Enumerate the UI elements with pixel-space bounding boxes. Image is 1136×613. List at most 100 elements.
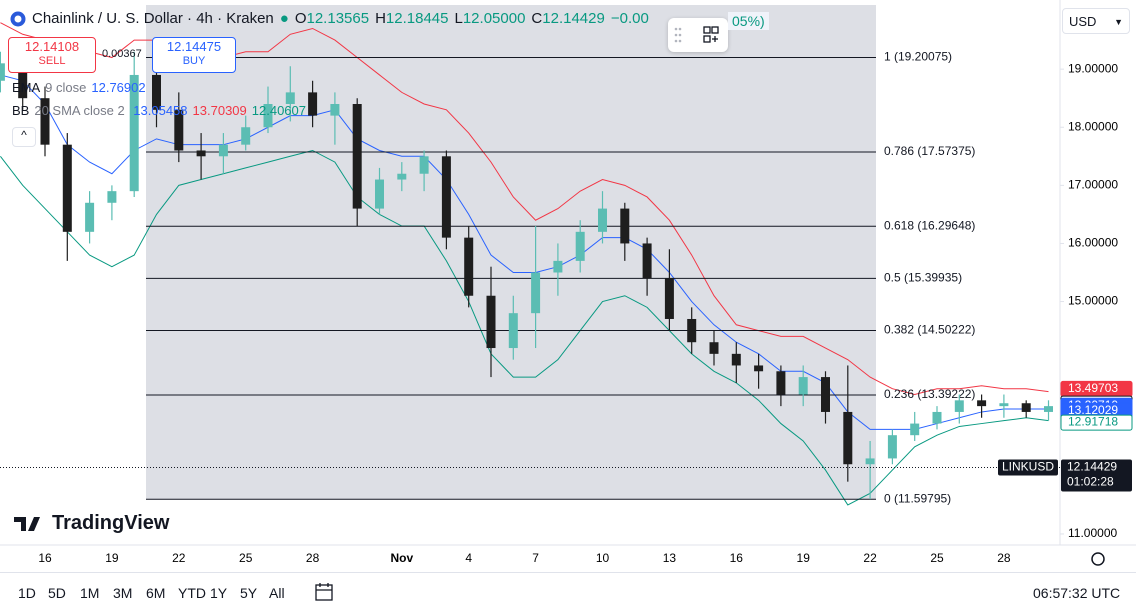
x-tick-label: 22 bbox=[863, 551, 877, 565]
candle-body bbox=[932, 411, 942, 424]
chart: 1 (19.20075) 0.786 (17.57375) 0.618 (16.29… bbox=[0, 0, 1136, 566]
ohlc-item: O12.13565 bbox=[295, 10, 369, 27]
ohlc-key: C bbox=[531, 10, 543, 27]
candle-body bbox=[241, 127, 251, 145]
symbol: Chainlink / U. S. Dollar · 4h · Kraken bbox=[32, 10, 274, 27]
brand-logo bbox=[14, 516, 40, 531]
bb-legend: BB 20 SMA close 2 13.05458 13.70309 12.4060… bbox=[12, 103, 311, 118]
range-button[interactable]: 6M bbox=[146, 585, 166, 601]
y-tick-label: 18.00000 bbox=[1068, 119, 1118, 133]
currency: USD bbox=[1069, 14, 1097, 29]
brand: TradingView bbox=[14, 512, 169, 535]
y-tick-label: 15.00000 bbox=[1068, 294, 1118, 308]
candle-body bbox=[263, 104, 273, 128]
candle-body bbox=[40, 98, 50, 145]
sell-price: 12.14108 bbox=[24, 39, 80, 54]
candle-body bbox=[18, 63, 28, 99]
ohlc-item: L12.05000 bbox=[455, 10, 526, 27]
range-button[interactable]: 1Y bbox=[210, 585, 228, 601]
x-tick-label: 25 bbox=[930, 551, 944, 565]
range-button[interactable]: 1D bbox=[18, 585, 36, 601]
fib-label: 0.382 (14.50222) bbox=[884, 323, 975, 337]
x-tick-label: 28 bbox=[306, 551, 320, 565]
ohlc: O12.13565 H12.18445 L12.05000 C12.14429 bbox=[295, 10, 605, 27]
currency-select[interactable]: USD ▼ bbox=[1062, 8, 1130, 34]
collapse-button[interactable]: ^ bbox=[12, 127, 36, 147]
candle-body bbox=[308, 92, 318, 116]
candle-body bbox=[553, 260, 563, 273]
ohlc-value: 12.18445 bbox=[385, 10, 449, 27]
legend-name: EMA bbox=[12, 80, 41, 95]
buy-label: BUY bbox=[182, 55, 206, 67]
sell-button[interactable]: 12.14108 SELL bbox=[8, 37, 96, 73]
fib-label: 0.786 (17.57375) bbox=[884, 144, 975, 158]
legend-value: 13.70309 bbox=[192, 103, 247, 118]
y-tick-label: 16.00000 bbox=[1068, 236, 1118, 250]
candle-body bbox=[531, 272, 541, 314]
candle-body bbox=[330, 104, 340, 116]
fib-zone bbox=[146, 5, 876, 500]
range-button[interactable]: 1M bbox=[80, 585, 100, 601]
settings-icon[interactable] bbox=[1091, 552, 1105, 566]
range-button[interactable]: 3M bbox=[113, 585, 133, 601]
bb-lower bbox=[0, 149, 1049, 506]
legend-params: 9 close bbox=[45, 80, 87, 95]
header: Chainlink / U. S. Dollar · 4h · Kraken ●… bbox=[10, 10, 649, 27]
x-tick-label: 16 bbox=[730, 551, 744, 565]
symbol-tag bbox=[998, 459, 1058, 476]
candle-body bbox=[642, 243, 652, 279]
fib-label: 0 (11.59795) bbox=[884, 491, 951, 505]
candle-body bbox=[887, 435, 897, 459]
candle-body bbox=[821, 377, 830, 412]
range-button[interactable]: 5Y bbox=[240, 585, 258, 601]
status-dot: ● bbox=[279, 10, 289, 27]
ohlc-key: L bbox=[454, 10, 463, 27]
bottom-toolbar: 06:57:32 UTC 1D 5D 1M 3M 6M YTD 1Y 5Y All bbox=[0, 572, 1136, 613]
range-button[interactable]: YTD bbox=[178, 585, 206, 601]
candle-body bbox=[687, 318, 697, 343]
candle-body bbox=[999, 403, 1009, 407]
countdown: 01:02:28 bbox=[1067, 475, 1114, 489]
candle-body bbox=[464, 237, 474, 296]
candle-body bbox=[1044, 406, 1053, 412]
date-range-icon[interactable] bbox=[312, 581, 336, 606]
x-tick-label: Nov bbox=[390, 551, 413, 565]
axes: 11.00000 15.00000 16.00000 17.00000 18.00000… bbox=[38, 61, 1133, 565]
x-tick-label: 25 bbox=[239, 551, 253, 565]
x-tick-label: 28 bbox=[997, 551, 1011, 565]
x-tick-label: 13 bbox=[663, 551, 677, 565]
change-tail: 05%) bbox=[728, 12, 769, 30]
widget[interactable] bbox=[668, 18, 728, 52]
candle-body bbox=[754, 365, 764, 372]
candle-body bbox=[843, 411, 853, 465]
ohlc-value: 12.14429 bbox=[542, 10, 605, 27]
ohlc-item: C12.14429 bbox=[531, 10, 604, 27]
price-tag-label: 13.12029 bbox=[1068, 403, 1118, 417]
candle-body bbox=[375, 179, 384, 209]
buy-button[interactable]: 12.14475 BUY bbox=[152, 37, 236, 73]
change: −0.00 bbox=[610, 10, 649, 27]
candle-body bbox=[107, 191, 117, 203]
spread: 0.00367 bbox=[102, 48, 142, 60]
candle-body bbox=[1021, 403, 1031, 412]
ohlc-key: O bbox=[294, 10, 307, 27]
ohlc-item: H12.18445 bbox=[375, 10, 448, 27]
x-tick-label: 19 bbox=[105, 551, 119, 565]
candle-body bbox=[776, 371, 786, 395]
ohlc-value: 12.05000 bbox=[462, 10, 526, 27]
symbol-label: LINKUSD bbox=[1002, 460, 1054, 474]
y-tick-label: 17.00000 bbox=[1068, 178, 1118, 192]
legend-name: BB bbox=[12, 103, 30, 118]
x-tick-label: 22 bbox=[172, 551, 186, 565]
candle-body bbox=[731, 353, 741, 366]
range-button[interactable]: 5D bbox=[48, 585, 66, 601]
fib-label: 0.5 (15.39935) bbox=[884, 271, 962, 285]
last-price-label: 12.14429 bbox=[1067, 460, 1117, 474]
candle-body bbox=[85, 202, 95, 232]
candle-body bbox=[0, 63, 5, 81]
range-button[interactable]: All bbox=[269, 585, 285, 601]
sell-label: SELL bbox=[38, 55, 66, 67]
candle-body bbox=[285, 92, 295, 105]
x-tick-label: 10 bbox=[596, 551, 610, 565]
candle-body bbox=[709, 342, 719, 354]
